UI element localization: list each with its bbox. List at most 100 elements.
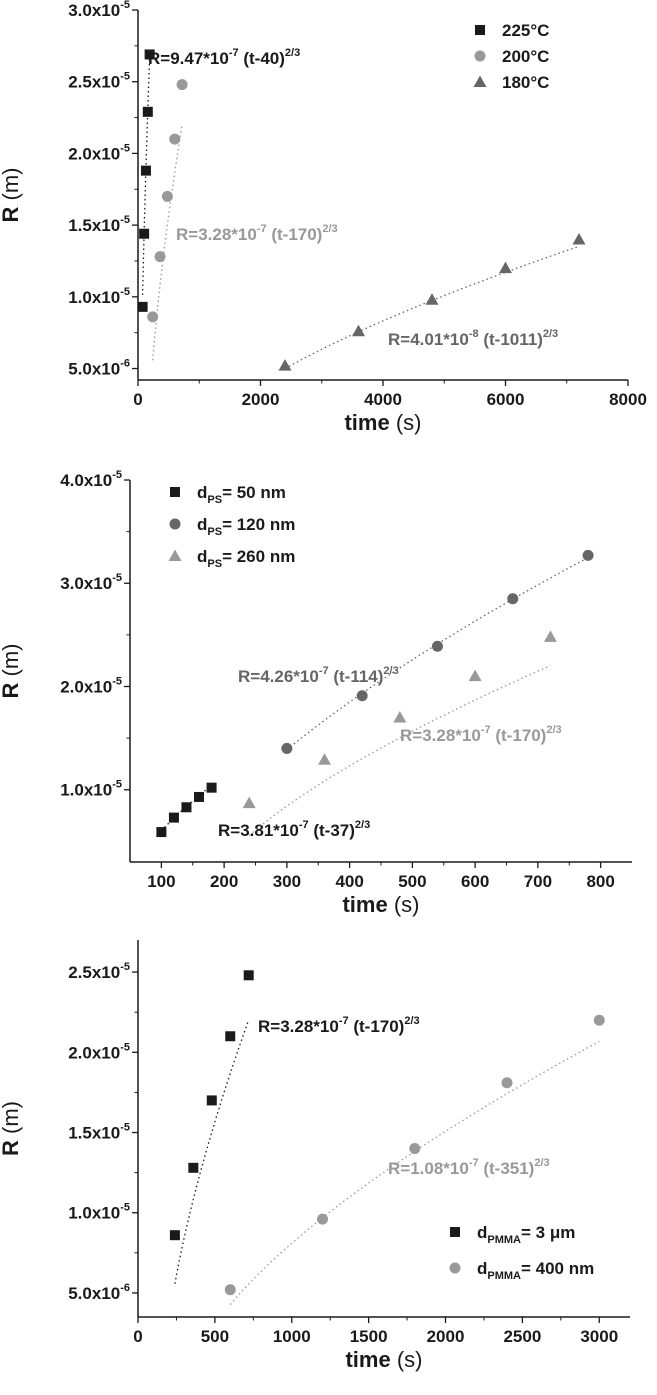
data-point (593, 1014, 605, 1026)
y-tick-label: 1.0x10-5 (68, 1202, 130, 1223)
data-point (169, 1230, 180, 1241)
legend-marker (474, 50, 486, 62)
x-tick-label: 8000 (609, 390, 647, 409)
data-point (425, 293, 439, 305)
legend-marker (168, 549, 182, 561)
legend-entry-3: dPS= 260 nm (168, 547, 295, 570)
legend-label: 200°C (502, 47, 549, 66)
data-point (243, 970, 254, 981)
data-point (140, 165, 151, 176)
legend-entry-2: dPS= 120 nm (169, 515, 295, 538)
legend-entry-1: dPS= 50 nm (170, 483, 286, 506)
data-point (499, 261, 512, 274)
x-tick-label: 6000 (487, 390, 525, 409)
data-point (352, 324, 365, 337)
x-tick-label: 1000 (273, 1327, 311, 1346)
legend-label: 180°C (502, 73, 549, 92)
x-tick-label: 0 (133, 390, 142, 409)
legend-marker (169, 518, 181, 530)
fit-curve (174, 1019, 250, 1284)
chart-panel-3: 0 500 1000 1500 2000 2500 3000 5.0x10-6 1.0x10-5… (0, 940, 630, 1372)
legend-entry-1: dPMMA= 3 μm (450, 1223, 575, 1246)
y-tick-label: 2.5x10-5 (68, 961, 130, 982)
data-point (224, 1284, 236, 1296)
data-point (507, 593, 519, 605)
series-2: R=4.26*10-7 (t-114)2/3 (238, 549, 594, 754)
fit-curve (152, 124, 183, 361)
data-point (278, 359, 292, 371)
data-point (431, 640, 443, 652)
legend-marker (449, 1262, 461, 1274)
x-axis-title: time (s) (345, 1347, 422, 1372)
series-1: R=9.47*10-7 (t-40)2/3 (137, 47, 300, 312)
x-tick-label: 500 (201, 1327, 229, 1346)
data-point (176, 79, 188, 91)
data-point (572, 232, 586, 245)
y-tick-label: 1.5x10-5 (68, 214, 130, 235)
fit-equation-label: R=3.81*10-7 (t-37)2/3 (218, 819, 370, 840)
fit-equation-label: R=4.01*10-8 (t-1011)2/3 (388, 328, 558, 349)
y-tick-label: 2.0x10-5 (68, 1041, 130, 1062)
series-3: R=3.28*10-7 (t-170)2/3 (242, 630, 562, 836)
legend-marker (473, 75, 487, 87)
fit-curve (229, 1040, 600, 1305)
data-point (181, 802, 192, 813)
y-axis-title: R (m) (0, 1101, 23, 1156)
legend-marker (475, 25, 485, 35)
y-tick-label: 3.0x10-5 (68, 0, 130, 20)
data-point (206, 1095, 217, 1106)
data-point (169, 133, 181, 145)
data-point (393, 710, 407, 723)
x-tick-label: 800 (586, 872, 614, 891)
legend-marker (450, 1227, 460, 1237)
series-3: R=4.01*10-8 (t-1011)2/3 (278, 232, 586, 371)
x-tick-label: 100 (147, 872, 175, 891)
y-axis-title: R (m) (0, 168, 23, 223)
legend-label: dPS= 50 nm (197, 483, 286, 506)
fit-curve (141, 56, 151, 295)
y-tick-label: 1.5x10-5 (68, 1122, 130, 1143)
y-tick-label: 5.0x10-6 (68, 1282, 130, 1303)
legend-label: 225°C (502, 21, 549, 40)
fit-curve (286, 556, 589, 751)
data-point (225, 1031, 236, 1042)
x-tick-label: 3000 (580, 1327, 618, 1346)
x-tick-label: 2500 (503, 1327, 541, 1346)
y-axis-title: R (m) (0, 644, 23, 699)
data-point (356, 690, 368, 702)
fit-curve (248, 665, 551, 836)
fit-curve (284, 245, 580, 370)
legend-entry-3: 180°C (473, 73, 549, 92)
data-point (468, 669, 482, 682)
y-tick-label: 4.0x10-5 (60, 469, 122, 490)
x-tick-label: 500 (398, 872, 426, 891)
data-point (144, 49, 155, 60)
legend-marker (170, 487, 180, 497)
data-point (206, 782, 217, 793)
data-point (281, 742, 293, 754)
fit-equation-label: R=3.28*10-7 (t-170)2/3 (400, 724, 562, 745)
x-tick-label: 300 (273, 872, 301, 891)
data-point (317, 1213, 328, 1225)
y-tick-label: 2.0x10-5 (60, 675, 122, 696)
fit-equation-label: R=4.26*10-7 (t-114)2/3 (238, 665, 399, 686)
legend-label: dPS= 260 nm (197, 547, 295, 570)
legend-label: dPS= 120 nm (197, 515, 295, 538)
data-point (161, 190, 173, 202)
x-tick-label: 1500 (350, 1327, 388, 1346)
legend-entry-2: dPMMA= 400 nm (449, 1259, 594, 1282)
legend-label: dPMMA= 3 μm (477, 1223, 575, 1246)
data-point (582, 549, 594, 561)
legend-entry-2: 200°C (474, 47, 549, 66)
x-tick-label: 200 (210, 872, 238, 891)
x-tick-label: 700 (524, 872, 552, 891)
legend-entry-1: 225°C (475, 21, 549, 40)
data-point (543, 630, 557, 642)
data-point (168, 812, 179, 823)
fit-equation-label: R=3.28*10-7 (t-170)2/3 (258, 1015, 420, 1036)
series-1: R=3.28*10-7 (t-170)2/3 (169, 970, 420, 1284)
x-tick-label: 0 (133, 1327, 142, 1346)
series-1: R=3.81*10-7 (t-37)2/3 (156, 782, 370, 840)
x-tick-label: 4000 (364, 390, 402, 409)
